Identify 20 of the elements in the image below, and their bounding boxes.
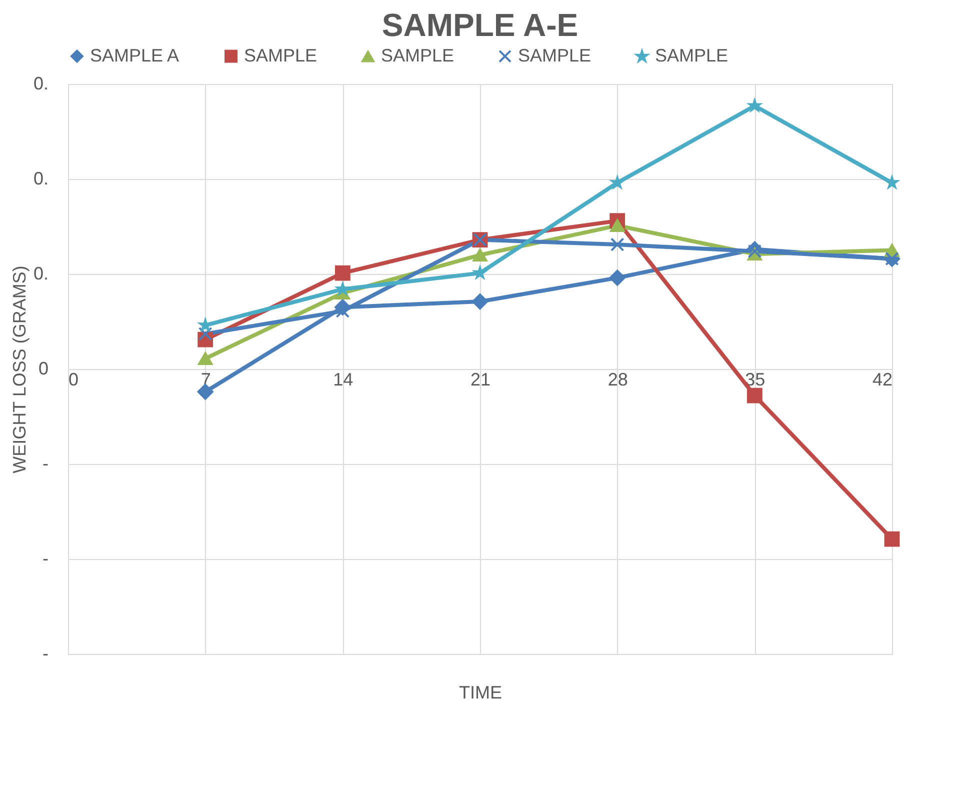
- y-tick-label: 0.: [33, 264, 48, 284]
- legend-label: SAMPLE A: [90, 45, 180, 66]
- x-tick-label: 42: [872, 370, 892, 390]
- y-tick-label: -: [42, 644, 48, 664]
- legend-label: SAMPLE: [381, 46, 454, 66]
- y-axis-title: WEIGHT LOSS (GRAMS): [9, 266, 30, 474]
- chart-title: SAMPLE A-E: [382, 7, 578, 43]
- legend-label: SAMPLE: [244, 45, 318, 66]
- x-tick-label: 28: [608, 370, 628, 390]
- y-tick-label: -: [42, 454, 48, 474]
- x-tick-label: 21: [470, 370, 491, 390]
- y-tick-label: 0.: [33, 74, 48, 94]
- y-tick-label: -: [42, 548, 48, 568]
- legend-label: SAMPLE: [518, 45, 592, 66]
- x-tick-label: 14: [333, 370, 354, 390]
- x-tick-label: 0: [68, 370, 79, 390]
- x-tick-label: 35: [745, 370, 766, 390]
- y-tick-label: 0.: [33, 168, 48, 188]
- x-axis-title: TIME: [459, 682, 502, 702]
- legend-label: SAMPLE: [655, 46, 728, 66]
